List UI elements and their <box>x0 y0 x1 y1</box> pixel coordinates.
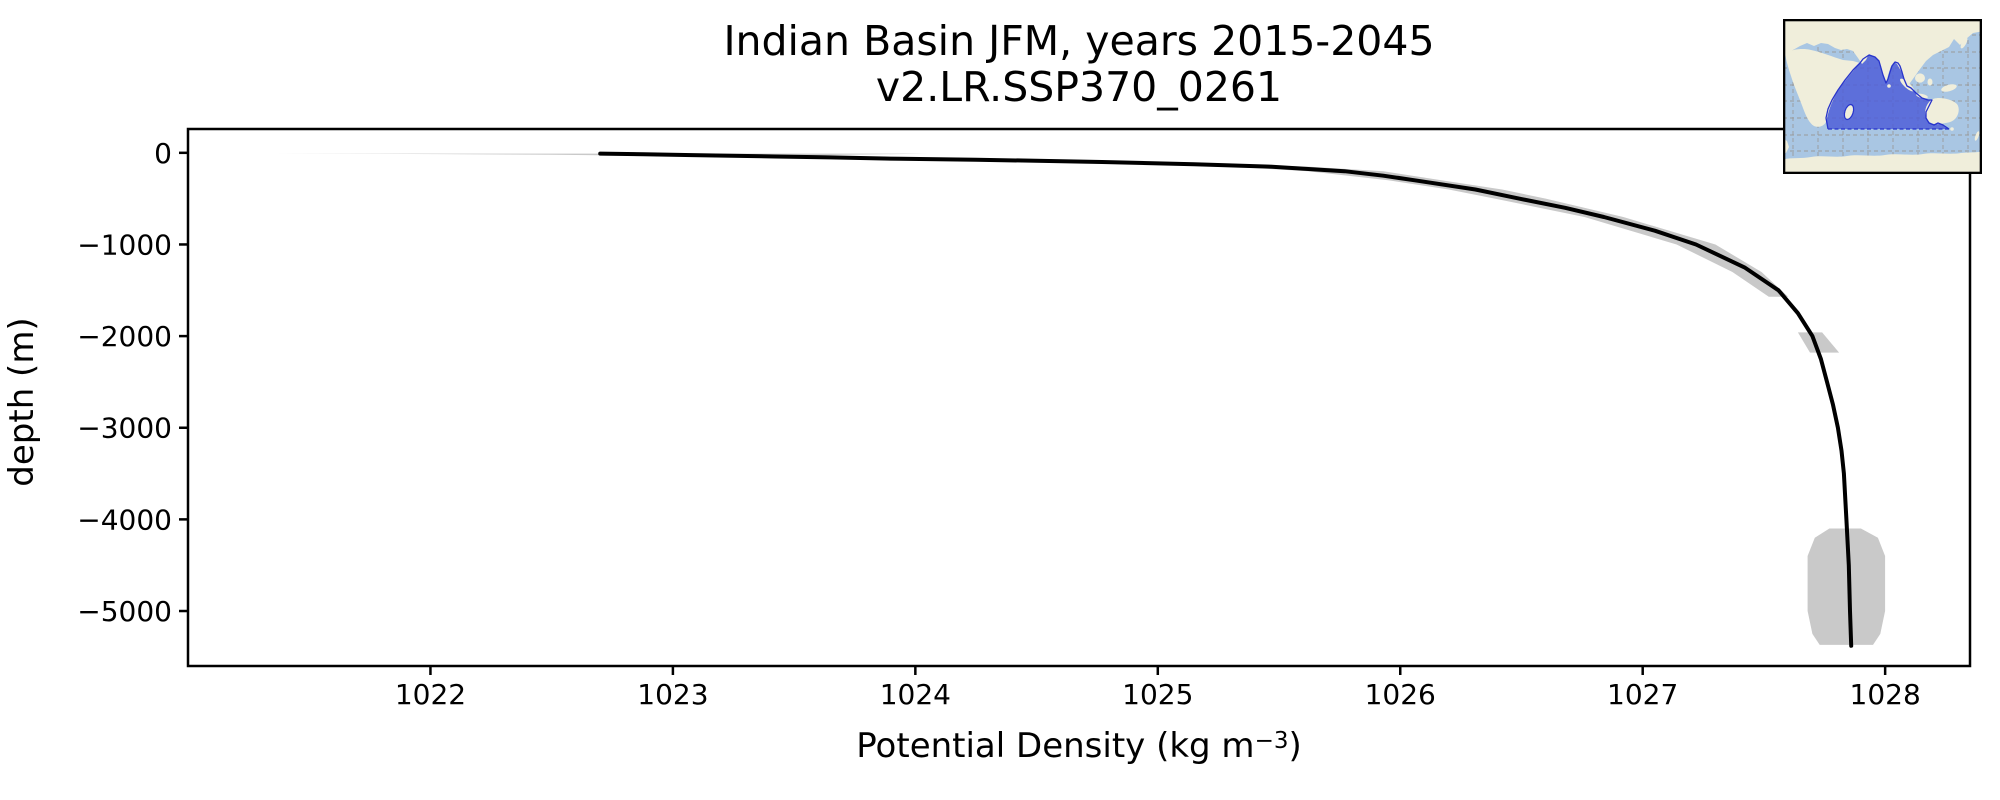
axes-frame <box>186 127 1972 668</box>
x-axis-label: Potential Density (kg m−3) <box>188 726 1970 766</box>
x-axis-label-text: Potential Density (kg m <box>856 726 1255 766</box>
y-axis-label: depth (m) <box>2 317 42 487</box>
x-tick-label: 1023 <box>637 678 708 711</box>
uncertainty-band-segment-1 <box>272 153 1789 297</box>
chart-title: Indian Basin JFM, years 2015-2045 <box>723 17 1435 65</box>
y-tick-label: −3000 <box>77 412 172 445</box>
uncertainty-band-segment-2 <box>1797 332 1840 353</box>
mean-profile-line <box>598 151 1854 648</box>
x-tick-label: 1027 <box>1607 678 1678 711</box>
x-tick-label: 1025 <box>1122 678 1193 711</box>
eurasia-landmass <box>1783 19 1982 86</box>
madagascar-region-outline <box>1843 103 1855 121</box>
x-axis-label-superscript: −3 <box>1254 728 1289 754</box>
x-tick-label: 1022 <box>395 678 466 711</box>
africa-landmass <box>1785 49 1860 127</box>
y-tick-label: −2000 <box>77 320 172 353</box>
y-tick-label: −4000 <box>77 503 172 536</box>
x-axis-label-suffix: ) <box>1288 726 1302 766</box>
x-tick-label: 1024 <box>880 678 951 711</box>
uncertainty-band-segment-3 <box>1807 528 1886 645</box>
borneo-island <box>1915 73 1925 83</box>
sulawesi-island <box>1927 78 1933 86</box>
new-zealand-islands <box>1974 131 1980 141</box>
new-guinea-island <box>1941 84 1957 92</box>
inset-map <box>1783 19 1982 174</box>
region-coast-outline <box>1825 54 1950 130</box>
antarctica-landmass <box>1783 151 1982 174</box>
x-tick-label: 1026 <box>1365 678 1436 711</box>
inset-map-land <box>1783 19 1982 174</box>
x-tick-label: 1028 <box>1850 678 1921 711</box>
y-tick-label: 0 <box>154 137 172 170</box>
australia-landmass <box>1925 98 1959 125</box>
tasmania-island <box>1950 127 1954 131</box>
chart-subtitle: v2.LR.SSP370_0261 <box>875 63 1283 111</box>
sri-lanka-island <box>1887 84 1891 88</box>
inset-map-border <box>1783 19 1982 174</box>
y-tick-label: −5000 <box>77 595 172 628</box>
highlighted-indian-basin-region <box>1826 55 1949 129</box>
madagascar-island <box>1845 105 1853 119</box>
japan-islands <box>1960 37 1968 49</box>
y-tick-label: −1000 <box>77 228 172 261</box>
